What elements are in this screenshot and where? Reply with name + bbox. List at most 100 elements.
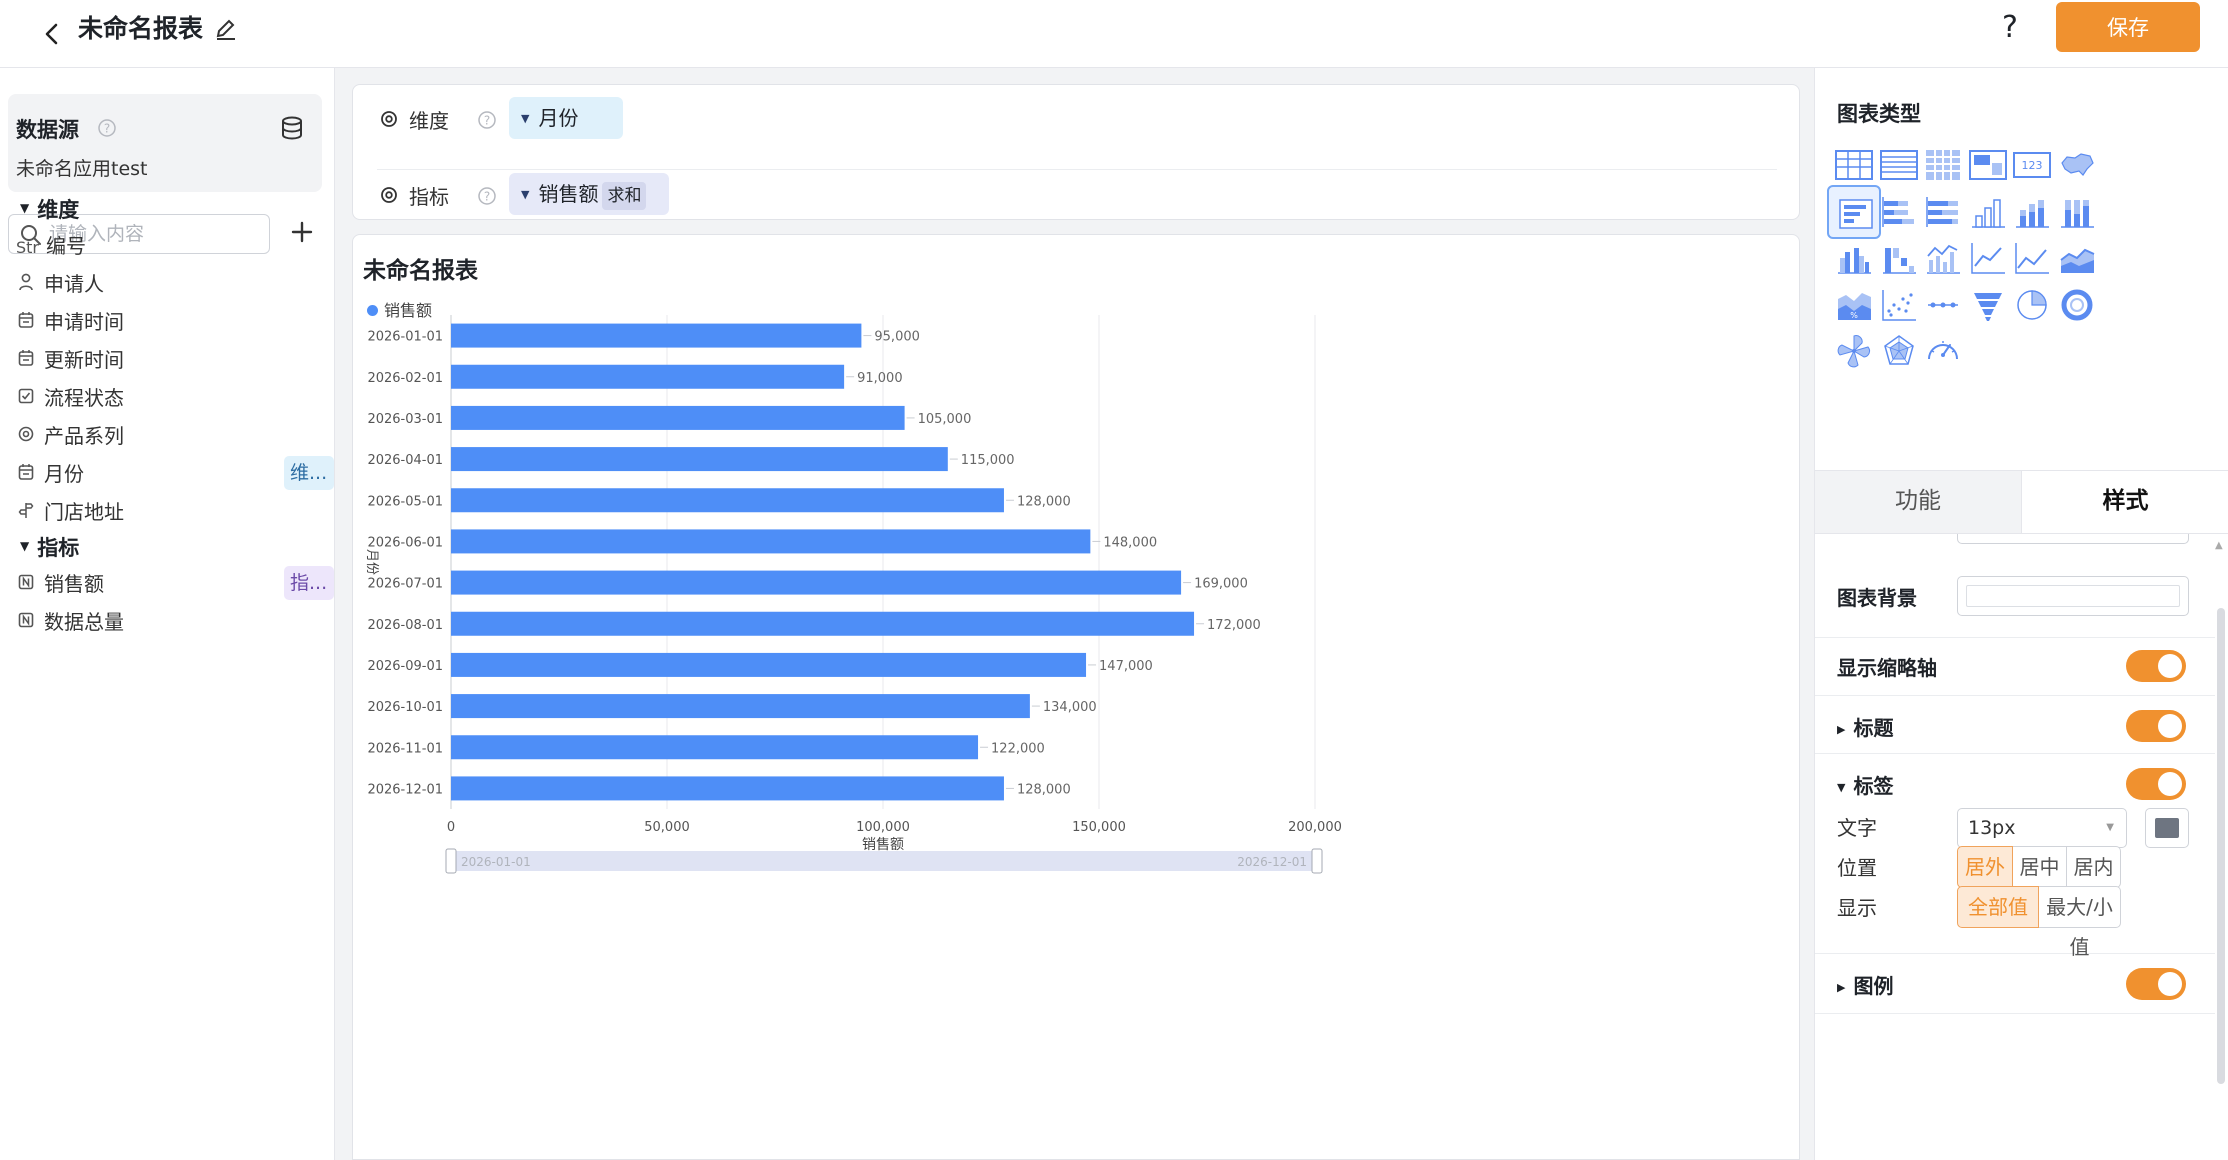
field-item-update-time[interactable]: 更新时间 (16, 342, 326, 378)
field-item-month[interactable]: 月份 维... (16, 456, 334, 492)
add-field-icon[interactable] (288, 218, 316, 246)
bar-value-label: 105,000 (918, 412, 972, 427)
map-icon[interactable] (2050, 138, 2104, 192)
field-item-product-series[interactable]: 产品系列 (16, 418, 326, 454)
area-line-icon[interactable] (2005, 231, 2059, 285)
dot-line-icon[interactable] (1916, 278, 1970, 332)
position-segmented-control: 居外 居中 居内 (1957, 846, 2121, 888)
percent-column-icon[interactable] (2050, 185, 2104, 239)
text-color-picker[interactable] (2145, 808, 2189, 848)
dimension-group-header[interactable]: ▼ 维度 (20, 194, 79, 224)
help-icon[interactable]: ? (2002, 10, 2018, 45)
field-search-box (8, 214, 270, 254)
chart-background-row: 图表背景 (1815, 544, 2215, 638)
field-search-input[interactable] (49, 219, 264, 249)
field-item-id[interactable]: Str 编号 (16, 228, 326, 264)
tab-style[interactable]: 样式 (2022, 471, 2228, 533)
database-icon[interactable] (278, 114, 306, 142)
metric-group-header[interactable]: ▼ 指标 (20, 532, 79, 562)
string-type-icon: Str (16, 237, 40, 257)
tab-function[interactable]: 功能 (1815, 471, 2022, 533)
legend-section-header[interactable]: ▶ 图例 (1837, 970, 1893, 999)
field-label: 门店地址 (44, 500, 124, 524)
detail-table-icon[interactable] (1872, 138, 1926, 192)
field-item-apply-time[interactable]: 申请时间 (16, 304, 326, 340)
back-arrow-icon[interactable] (38, 16, 66, 52)
field-shelf: 维度 ? ▼ 月份 指标 ? ▼ 销售额 求和 (352, 84, 1800, 220)
text-size-select[interactable]: 13px ▼ (1957, 808, 2127, 848)
radar-icon[interactable] (1872, 324, 1926, 378)
settings-icon[interactable] (379, 109, 399, 129)
top-bar: 未命名报表 ? 保存 (0, 0, 2228, 68)
zoom-slider-start-handle[interactable] (445, 848, 457, 874)
y-tick-label: 2026-04-01 (367, 453, 443, 468)
horizontal-bar-icon[interactable] (1827, 184, 1881, 239)
calendar-icon (16, 344, 36, 380)
percent-area-icon[interactable]: % (1827, 278, 1881, 332)
field-item-sales[interactable]: 销售额 指... (16, 566, 334, 602)
waterfall-icon[interactable] (1872, 231, 1926, 285)
help-circle-icon[interactable]: ? (477, 186, 497, 206)
field-item-flow-status[interactable]: 流程状态 (16, 380, 326, 416)
combo-chart-icon[interactable] (1916, 231, 1970, 285)
stacked-column-icon[interactable] (2005, 185, 2059, 239)
bar-chart: 0 50,000 100,000 150,000 200,000 销售额 月份 2026-01… (364, 315, 1342, 874)
legend-row: ▶ 图例 (1815, 954, 2215, 1014)
bar (451, 488, 1004, 513)
scrollbar-thumb[interactable] (2217, 608, 2225, 1084)
number-card-icon[interactable]: 123 (2005, 138, 2059, 192)
pie-icon[interactable] (2005, 278, 2059, 332)
x-tick-label: 0 (447, 820, 455, 835)
metric-pill-sales[interactable]: ▼ 销售额 求和 (509, 173, 669, 215)
funnel-icon[interactable] (1961, 278, 2015, 332)
edit-pencil-icon[interactable] (213, 16, 239, 42)
field-item-record-count[interactable]: 数据总量 (16, 604, 326, 640)
dimension-usage-tag: 维... (284, 456, 334, 490)
field-item-store-address[interactable]: 门店地址 (16, 494, 326, 530)
dimension-shelf-row: 维度 ? ▼ 月份 (353, 95, 1799, 147)
help-circle-icon[interactable]: ? (477, 110, 497, 130)
settings-icon[interactable] (379, 185, 399, 205)
label-section-header[interactable]: ▼ 标签 (1837, 770, 1893, 799)
title-toggle[interactable] (2126, 710, 2186, 742)
legend-toggle[interactable] (2126, 968, 2186, 1000)
position-option-inside[interactable]: 居内 (2067, 846, 2121, 888)
grouped-column-icon[interactable] (1827, 231, 1881, 285)
gauge-icon[interactable] (1916, 324, 1970, 378)
title-section-header[interactable]: ▶ 标题 (1837, 712, 1893, 741)
show-axis-toggle[interactable] (2126, 650, 2186, 682)
chart-legend[interactable]: 销售额 (367, 297, 432, 321)
percent-horizontal-bar-icon[interactable] (1916, 185, 1970, 239)
show-axis-label: 显示缩略轴 (1837, 656, 1937, 680)
zoom-slider-end-handle[interactable] (1311, 848, 1323, 874)
ring-icon[interactable] (2050, 278, 2104, 332)
x-tick-label: 100,000 (856, 820, 910, 835)
line-chart-icon[interactable] (1961, 231, 2015, 285)
column-icon[interactable] (1961, 185, 2015, 239)
label-toggle[interactable] (2126, 768, 2186, 800)
area-chart-icon[interactable] (2050, 231, 2104, 285)
stacked-horizontal-bar-icon[interactable] (1872, 185, 1926, 239)
datasource-card[interactable]: 数据源 ? 未命名应用test (8, 94, 322, 192)
display-option-all[interactable]: 全部值 (1957, 886, 2039, 928)
bar-value-label: 128,000 (1017, 494, 1071, 509)
field-item-applicant[interactable]: 申请人 (16, 266, 326, 302)
display-label: 显示 (1837, 896, 1877, 920)
position-option-outside[interactable]: 居外 (1957, 846, 2013, 888)
indicator-card-icon[interactable] (1961, 138, 2015, 192)
pivot-table-icon[interactable] (1916, 138, 1970, 192)
svg-text:?: ? (484, 114, 490, 128)
pill-label: 月份 (538, 106, 579, 130)
y-tick-label: 2026-08-01 (367, 618, 443, 633)
display-option-minmax[interactable]: 最大/小值 (2039, 886, 2121, 959)
position-option-middle[interactable]: 居中 (2013, 846, 2067, 888)
save-button[interactable]: 保存 (2056, 2, 2200, 52)
scroll-up-icon[interactable]: ▲ (2215, 540, 2223, 551)
chart-background-input[interactable] (1957, 576, 2189, 616)
bar-value-label: 95,000 (874, 330, 920, 345)
help-circle-icon[interactable]: ? (97, 118, 117, 138)
table-icon[interactable] (1827, 138, 1881, 192)
rose-icon[interactable] (1827, 324, 1881, 378)
dimension-pill-month[interactable]: ▼ 月份 (509, 97, 623, 139)
scatter-icon[interactable] (1872, 278, 1926, 332)
